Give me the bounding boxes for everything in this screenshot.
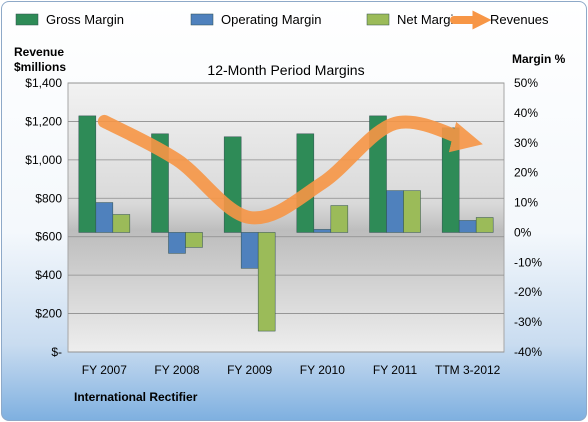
legend-label: Gross Margin <box>46 12 124 27</box>
right-tick-label: 20% <box>514 166 538 180</box>
legend-swatch <box>366 13 390 26</box>
bar-net-margin <box>185 232 203 248</box>
right-tick-label: 30% <box>514 136 538 150</box>
left-tick-label: $1,400 <box>25 76 62 90</box>
legend-item-operating-margin: Operating Margin <box>190 12 321 27</box>
x-axis-categories: FY 2007 FY 2008 FY 2009 FY 2010 FY 2011 TTM 3… <box>82 363 501 377</box>
bar-net-margin <box>257 232 276 332</box>
legend-swatch <box>15 13 39 26</box>
left-tick-label: $800 <box>35 191 62 205</box>
bar-operating-margin <box>95 202 114 233</box>
category-label: FY 2007 <box>82 363 127 377</box>
legend-label: Revenues <box>490 12 549 27</box>
left-tick-label: $600 <box>35 230 62 244</box>
category-label: FY 2010 <box>300 363 345 377</box>
bar-operating-margin <box>168 232 186 254</box>
legend-item-revenues: Revenues <box>450 10 549 30</box>
right-tick-label: 10% <box>514 196 538 210</box>
right-tick-label: 50% <box>514 76 538 90</box>
bar-net-margin <box>475 217 494 233</box>
right-tick-label: -30% <box>514 315 542 329</box>
revenue-line <box>97 114 483 225</box>
legend-label: Operating Margin <box>221 12 321 27</box>
left-axis-label-line1: Revenue <box>14 45 64 59</box>
bar-net-margin <box>330 205 349 233</box>
right-axis-ticks: -40% -30% -20% -10% 0% 10% 20% 30% 40% 50% <box>514 76 542 359</box>
bar-net-margin <box>403 190 421 233</box>
bar-gross-margin <box>78 115 97 233</box>
left-axis-ticks: $- $200 $400 $600 $800 $1,000 $1,200 $1,400 <box>25 76 62 359</box>
right-tick-label: 40% <box>514 106 538 120</box>
right-tick-label: -10% <box>514 255 542 269</box>
left-tick-label: $1,200 <box>25 114 62 128</box>
legend-item-gross-margin: Gross Margin <box>15 12 124 27</box>
left-tick-label: $1,000 <box>25 153 62 167</box>
left-axis-label-line2: $millions <box>14 60 66 74</box>
bars <box>78 115 494 332</box>
category-label: FY 2011 <box>373 363 418 377</box>
bar-operating-margin <box>458 220 477 233</box>
right-axis-label: Margin % <box>512 52 566 66</box>
legend-swatch <box>190 13 214 26</box>
legend: Gross Margin Operating Margin Net Margin Re… <box>15 10 549 30</box>
left-tick-label: $400 <box>35 268 62 282</box>
category-label: FY 2009 <box>227 363 272 377</box>
category-label: TTM 3-2012 <box>435 363 501 377</box>
right-tick-label: 0% <box>514 225 532 239</box>
revenues-line-path <box>97 114 483 225</box>
left-tick-label: $200 <box>35 307 62 321</box>
chart-title: 12-Month Period Margins <box>207 62 364 78</box>
left-tick-label: $- <box>51 345 62 359</box>
bar-gross-margin <box>369 115 387 233</box>
right-tick-label: -20% <box>514 285 542 299</box>
company-label: International Rectifier <box>74 390 198 404</box>
category-label: FY 2008 <box>154 363 199 377</box>
bar-operating-margin <box>240 232 259 269</box>
bar-operating-margin <box>313 229 332 233</box>
bar-net-margin <box>112 214 131 233</box>
legend-item-net-margin: Net Margin <box>366 12 461 27</box>
right-tick-label: -40% <box>514 345 542 359</box>
bar-operating-margin <box>386 190 404 233</box>
legend-label: Net Margin <box>397 12 461 27</box>
